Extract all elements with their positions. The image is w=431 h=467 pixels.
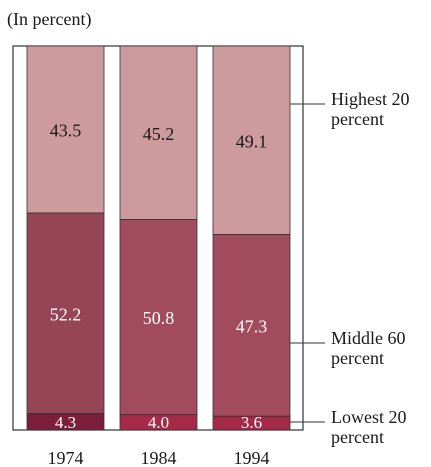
legend-label-line2-0: percent (331, 109, 384, 129)
bar-lowest-1994 (212, 415, 291, 431)
x-tick-label-1974: 1974 (48, 448, 84, 467)
legend-label-line2-1: percent (331, 348, 384, 368)
x-tick-label-1984: 1984 (141, 448, 177, 467)
x-tick-label-1994: 1994 (234, 448, 270, 467)
bar-lowest-1984 (119, 414, 198, 431)
value-label-middle-1974: 52.2 (50, 304, 82, 324)
value-label-highest-1994: 49.1 (236, 131, 268, 151)
value-label-lowest-1994: 3.6 (241, 413, 262, 432)
bars-group: 43.5 52.2 4.3 45.2 50.8 4.0 49.1 47.3 3.6 (26, 45, 291, 432)
value-label-middle-1984: 50.8 (143, 308, 175, 328)
value-label-lowest-1984: 4.0 (148, 413, 169, 432)
chart-subtitle: (In percent) (7, 9, 91, 30)
bar-highest-1994 (212, 45, 291, 235)
legend-label-line1-0: Highest 20 (331, 89, 410, 109)
value-label-highest-1984: 45.2 (143, 124, 175, 144)
bar-middle-1994 (212, 234, 291, 417)
legend-label-line2-2: percent (331, 427, 384, 447)
x-axis-ticks: 1974 1984 1994 (48, 448, 270, 467)
bar-highest-1974 (26, 45, 105, 214)
bar-middle-1974 (26, 212, 105, 414)
value-label-highest-1974: 43.5 (50, 121, 82, 141)
value-label-lowest-1974: 4.3 (55, 413, 76, 432)
bar-lowest-1974 (26, 413, 105, 431)
legend-label-line1-1: Middle 60 (331, 328, 406, 348)
bar-highest-1984 (119, 45, 198, 220)
legend-label-line1-2: Lowest 20 (331, 407, 407, 427)
value-label-middle-1994: 47.3 (236, 316, 268, 336)
